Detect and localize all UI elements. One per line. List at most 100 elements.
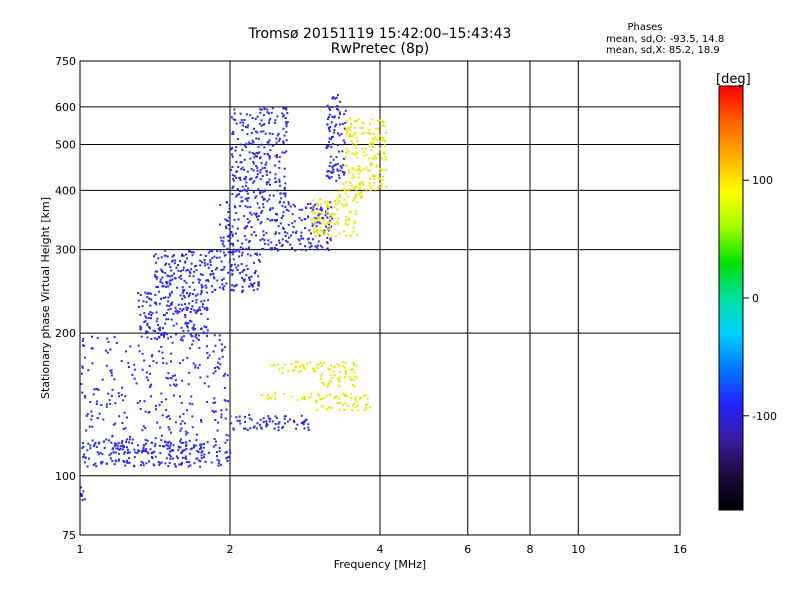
data-point: [373, 155, 376, 157]
data-point: [194, 327, 196, 330]
data-point: [333, 223, 336, 226]
data-point: [336, 107, 338, 110]
data-point: [208, 251, 211, 254]
data-point: [347, 188, 350, 191]
data-point: [76, 487, 78, 489]
data-point: [365, 166, 368, 169]
data-point: [241, 185, 244, 188]
data-point: [300, 231, 303, 234]
data-point: [206, 291, 209, 294]
data-point: [175, 455, 178, 458]
data-point: [305, 418, 308, 421]
data-point: [167, 318, 170, 321]
data-point: [280, 197, 283, 200]
data-point: [129, 345, 132, 348]
data-point: [315, 246, 318, 249]
data-point: [336, 168, 339, 171]
data-point: [148, 312, 151, 315]
data-point: [324, 231, 327, 234]
data-point: [286, 121, 289, 123]
data-point: [174, 385, 177, 387]
data-point: [330, 206, 333, 209]
data-point: [180, 326, 183, 329]
data-point: [349, 397, 352, 400]
data-point: [218, 256, 221, 259]
data-point: [264, 189, 266, 192]
data-point: [357, 183, 360, 186]
data-point: [106, 337, 109, 340]
data-point: [167, 296, 170, 299]
data-point: [206, 441, 209, 444]
data-point: [300, 422, 303, 425]
data-point: [268, 396, 271, 399]
data-point: [282, 127, 285, 130]
data-point: [232, 118, 235, 121]
data-point: [160, 392, 163, 395]
data-point: [113, 445, 116, 448]
data-point: [182, 441, 185, 444]
data-point: [358, 187, 361, 190]
data-point: [362, 154, 365, 157]
data-point: [209, 259, 212, 262]
data-point: [318, 234, 321, 237]
data-point: [179, 274, 182, 277]
data-point: [247, 124, 250, 127]
data-point: [269, 171, 272, 174]
data-point: [326, 123, 329, 126]
data-point: [373, 175, 376, 178]
data-point: [298, 208, 301, 211]
data-point: [142, 300, 145, 303]
data-point: [170, 431, 172, 434]
data-point: [322, 383, 325, 386]
data-point: [88, 425, 91, 428]
data-point: [87, 442, 90, 445]
y-tick-label: 75: [62, 529, 76, 542]
x-tick-label: 4: [377, 543, 384, 556]
data-point: [313, 217, 316, 219]
data-point: [338, 134, 341, 137]
data-point: [223, 285, 226, 288]
data-point: [109, 369, 112, 372]
data-point: [342, 204, 345, 207]
data-point: [236, 188, 239, 191]
data-point: [344, 394, 346, 397]
data-point: [157, 286, 159, 288]
data-point: [321, 405, 324, 408]
data-point: [326, 242, 329, 245]
data-point: [278, 139, 281, 142]
data-point: [203, 259, 206, 262]
data-point: [273, 219, 276, 221]
data-point: [121, 448, 124, 451]
data-point: [200, 457, 203, 460]
data-point: [94, 441, 97, 444]
data-point: [108, 399, 111, 402]
data-point: [231, 233, 234, 236]
data-point: [329, 170, 332, 173]
data-point: [253, 282, 256, 285]
data-point: [328, 393, 331, 396]
data-point: [334, 97, 337, 100]
data-point: [160, 297, 162, 300]
data-point: [180, 463, 183, 466]
data-point: [265, 183, 268, 186]
data-point: [322, 220, 325, 223]
data-point: [206, 308, 209, 310]
data-point: [154, 253, 157, 256]
data-point: [111, 448, 114, 451]
data-point: [191, 343, 194, 346]
data-point: [183, 289, 186, 292]
data-point: [165, 285, 168, 288]
data-point: [354, 375, 357, 378]
data-point: [318, 213, 321, 216]
data-point: [350, 369, 353, 371]
data-point: [160, 439, 163, 442]
data-point: [382, 151, 385, 154]
data-point: [194, 294, 197, 297]
data-point: [169, 377, 172, 379]
data-point: [292, 231, 295, 234]
data-point: [126, 452, 129, 454]
data-point: [354, 131, 357, 134]
data-point: [365, 153, 368, 156]
data-point: [326, 203, 329, 206]
data-point: [137, 292, 140, 295]
